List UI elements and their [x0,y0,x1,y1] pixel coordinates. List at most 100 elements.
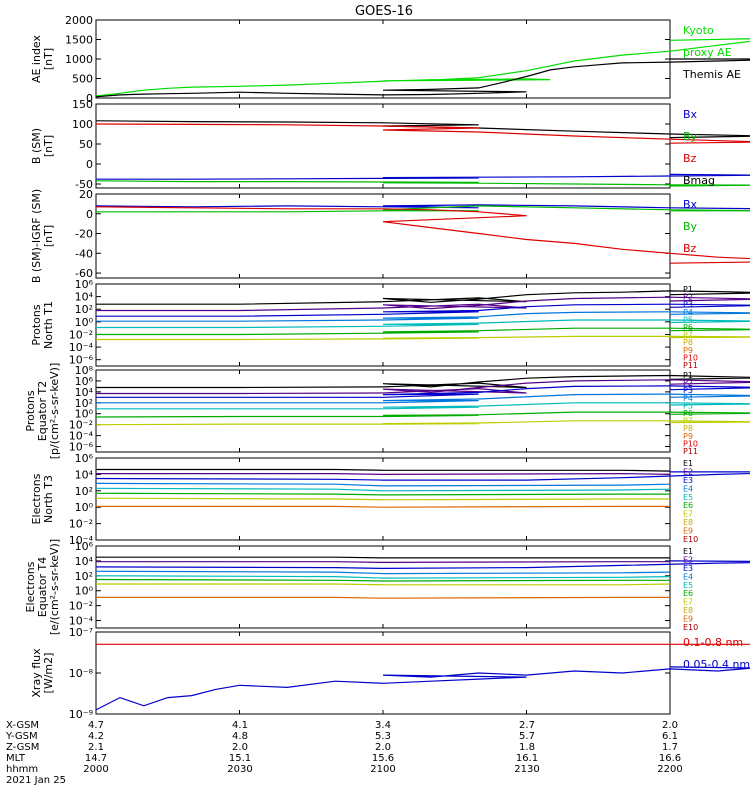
series-line [96,472,671,476]
ytick-label: 10² [75,570,93,583]
legend-entry: 0.05-0.4 nm [683,658,750,671]
legend-entry: Kyoto [683,24,714,37]
ytick-label: 10⁻² [69,419,93,432]
ephemeris-value: 2.0 [662,720,678,731]
ephemeris-label: hhmm [6,764,38,775]
legend-entry: P3 [683,300,693,309]
ytick-label: 10⁶ [75,540,94,553]
ylabel: [nT] [42,135,55,157]
ephemeris-label: Z-GSM [6,742,39,753]
ylabel: Protons [30,304,43,345]
ytick-label: 500 [72,73,93,86]
ephemeris-value: 15.1 [229,753,251,764]
ytick-label: 10⁻⁴ [69,534,94,547]
ephemeris-value: 16.6 [659,753,681,764]
series-line [95,487,671,492]
legend-entry: 0.1-0.8 nm [683,636,743,649]
legend-entry: E10 [683,535,698,544]
legend-entry: E9 [683,527,693,536]
legend-entry: Bmag [683,174,715,187]
panel-frame [95,369,671,453]
ephemeris-value: 2130 [514,764,539,775]
ephemeris-value: 2000 [83,764,108,775]
legend-entry: E4 [683,572,693,581]
legend-entry: E9 [683,615,693,624]
legend-entry: P10 [683,439,698,448]
ytick-label: 10⁰ [75,501,94,514]
ephemeris-value: 4.7 [88,720,104,731]
series-line [95,58,750,98]
ephemeris-value: 2.0 [232,742,248,753]
ylabel: Electrons [30,473,43,524]
legend-entry: P8 [683,424,693,433]
ytick-label: 10⁴ [75,386,94,399]
ylabel: B (SM) [30,128,43,164]
series-line [96,468,671,472]
series-line [95,492,670,496]
legend-entry: E3 [683,476,693,485]
ephemeris-value: 15.6 [372,753,394,764]
series-line [96,319,750,329]
panel-ae: 0 500 1000 1500 2000 AE index [nT] Kyoto proxy A… [30,14,750,105]
legend-entry: P9 [683,432,693,441]
panel-bsm: -50 0 50 100 150 B (SM) [nT] Bx By Bz Bmag [30,98,750,191]
panel-xray: 10⁻⁷ 10⁻⁸ 10⁻⁹ Xray flux [W/m2] 0.1-0.8 nm 0.0… [30,626,750,721]
series-line [96,205,750,213]
legend-entry: P3 [683,386,693,395]
ytick-label: 0 [86,208,93,221]
ephemeris-value: 2.1 [88,742,104,753]
ytick-label: -60 [75,267,93,280]
legend-entry: E6 [683,501,693,510]
ylabel: North T3 [42,475,55,523]
legend-entry: P8 [683,338,693,347]
legend-entry: E10 [683,623,698,632]
ephemeris-label: Y-GSM [5,731,38,742]
legend-entry: By [683,130,698,143]
ylabel: B (SM)-IGRF (SM) [30,189,43,283]
ephemeris-label: MLT [6,753,26,764]
ytick-label: 2000 [65,14,93,27]
legend-entry: E3 [683,564,693,573]
ytick-label: -20 [75,228,93,241]
chart-title: GOES-16 [355,4,413,19]
ephemeris-value: 2.7 [519,720,535,731]
series-line [95,38,750,97]
series-line [96,311,750,322]
legend-entry: P2 [683,379,693,388]
series-line [95,497,670,501]
series-line [95,578,670,582]
ytick-label: 10⁰ [75,408,94,421]
ytick-label: 10⁻⁴ [69,615,94,628]
series-line [96,505,670,508]
ephemeris-value: 4.2 [88,731,104,742]
series-line [96,385,750,398]
ytick-label: 10⁻² [69,328,93,341]
series-line [96,379,750,395]
legend-entry: E5 [683,493,693,502]
series-line [96,303,750,317]
ytick-label: -50 [75,178,93,191]
ytick-label: 50 [79,138,93,151]
series-line [95,420,750,426]
legend-entry: By [683,220,698,233]
legend-entry: P1 [683,285,693,294]
panel-frame [95,19,671,99]
legend-entry: Bx [683,198,698,211]
legend-entry: E8 [683,518,693,527]
ytick-label: 10² [75,397,93,410]
ephemeris-value: 3.4 [375,720,391,731]
series-line [95,666,750,711]
ytick-label: 10⁰ [75,585,94,598]
legend-entry: E2 [683,555,693,564]
ytick-label: 10⁻⁸ [69,667,94,680]
series-line [96,296,750,312]
legend-entry: P5 [683,401,693,410]
ylabel: [p/(cm²-s-sr-keV)] [48,363,61,460]
legend-entry: proxy AE [683,46,732,59]
series-line [96,561,670,564]
legend-entry: Themis AE [682,68,741,81]
legend-entry: P11 [683,361,698,370]
legend-entry: E2 [683,467,693,476]
